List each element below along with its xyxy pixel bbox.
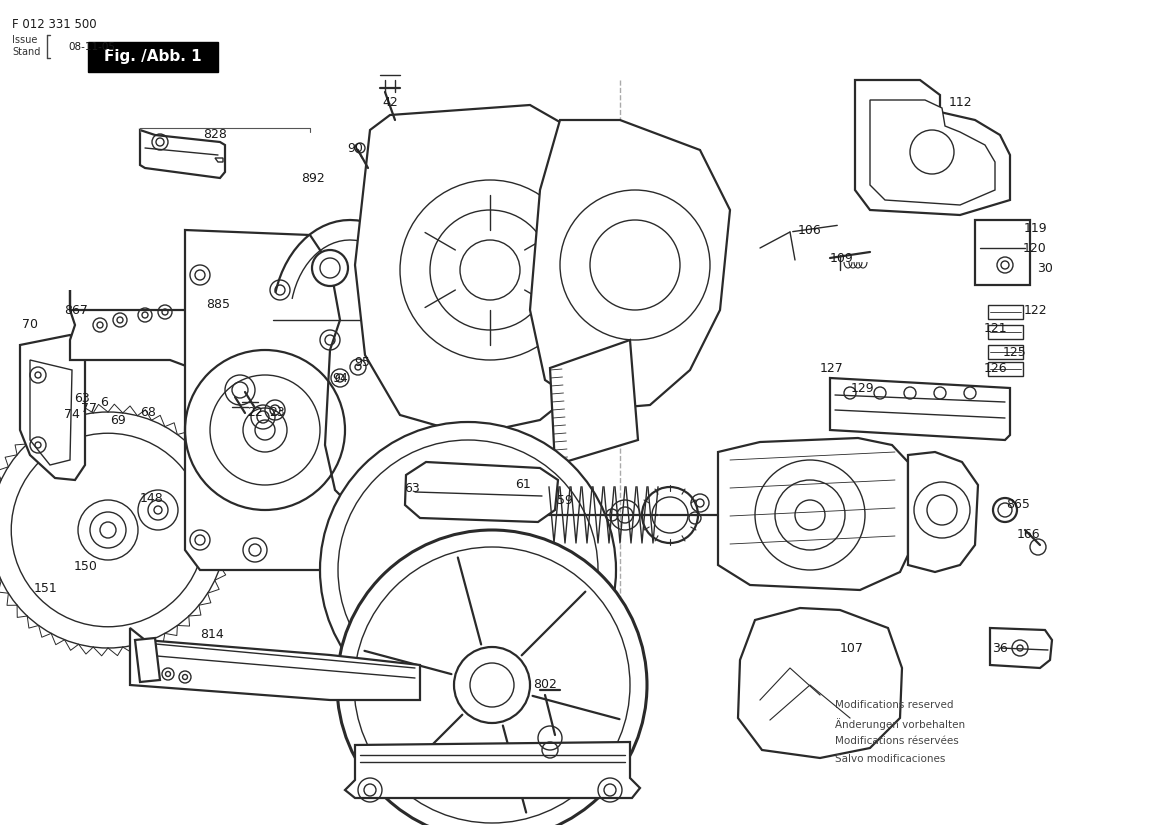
Circle shape bbox=[320, 422, 616, 718]
Text: 150: 150 bbox=[74, 560, 98, 573]
Polygon shape bbox=[70, 290, 265, 430]
Text: F 012 331 500: F 012 331 500 bbox=[12, 18, 97, 31]
Text: 69: 69 bbox=[110, 413, 126, 427]
Polygon shape bbox=[20, 335, 85, 480]
Text: 127: 127 bbox=[820, 361, 843, 375]
Polygon shape bbox=[988, 325, 1023, 339]
Text: 814: 814 bbox=[200, 629, 224, 642]
Polygon shape bbox=[830, 378, 1010, 440]
Polygon shape bbox=[405, 462, 558, 522]
Text: 119: 119 bbox=[1023, 221, 1047, 234]
Text: 122: 122 bbox=[1023, 304, 1047, 317]
Polygon shape bbox=[990, 628, 1052, 668]
Circle shape bbox=[312, 250, 348, 286]
Text: 151: 151 bbox=[34, 582, 58, 595]
Polygon shape bbox=[870, 100, 995, 205]
Text: 802: 802 bbox=[533, 678, 557, 691]
Text: Issue: Issue bbox=[12, 35, 37, 45]
Text: 125: 125 bbox=[1003, 346, 1027, 359]
Text: Änderungen vorbehalten: Änderungen vorbehalten bbox=[835, 718, 965, 730]
Text: 63: 63 bbox=[404, 482, 419, 494]
Text: 08-11-05: 08-11-05 bbox=[68, 42, 114, 52]
Polygon shape bbox=[355, 105, 620, 435]
Text: 61: 61 bbox=[515, 478, 531, 491]
Polygon shape bbox=[550, 340, 638, 465]
Text: 885: 885 bbox=[206, 299, 230, 312]
Text: 59: 59 bbox=[557, 493, 573, 507]
Text: Salvo modificaciones: Salvo modificaciones bbox=[835, 754, 945, 764]
Text: 42: 42 bbox=[382, 96, 398, 109]
Text: 36: 36 bbox=[992, 642, 1008, 654]
Text: 63: 63 bbox=[74, 392, 90, 404]
Polygon shape bbox=[975, 220, 1030, 285]
Text: 74: 74 bbox=[64, 408, 79, 422]
Polygon shape bbox=[988, 305, 1023, 319]
Text: 129: 129 bbox=[850, 381, 874, 394]
Text: 30: 30 bbox=[1037, 262, 1052, 275]
Text: 867: 867 bbox=[64, 304, 88, 317]
Text: 828: 828 bbox=[203, 129, 227, 142]
Polygon shape bbox=[345, 742, 640, 798]
Text: 166: 166 bbox=[1016, 529, 1040, 541]
Text: 94: 94 bbox=[332, 371, 348, 384]
Text: 6: 6 bbox=[100, 395, 107, 408]
Polygon shape bbox=[530, 120, 730, 410]
Text: 68: 68 bbox=[140, 407, 157, 419]
Text: Fig. /Abb. 1: Fig. /Abb. 1 bbox=[104, 50, 202, 64]
Circle shape bbox=[338, 530, 647, 825]
Polygon shape bbox=[738, 608, 902, 758]
Text: 70: 70 bbox=[22, 318, 39, 332]
Polygon shape bbox=[30, 360, 72, 465]
Text: 95: 95 bbox=[354, 356, 370, 370]
Polygon shape bbox=[988, 345, 1023, 359]
Polygon shape bbox=[718, 438, 908, 590]
Text: 109: 109 bbox=[830, 252, 854, 265]
Text: 107: 107 bbox=[840, 642, 864, 654]
Text: 121: 121 bbox=[983, 322, 1007, 334]
Text: 112: 112 bbox=[948, 96, 972, 109]
Polygon shape bbox=[185, 230, 355, 570]
Text: 126: 126 bbox=[983, 361, 1007, 375]
Text: 22: 22 bbox=[248, 406, 263, 418]
Text: Stand: Stand bbox=[12, 47, 41, 57]
Text: Modifications reserved: Modifications reserved bbox=[835, 700, 953, 710]
Polygon shape bbox=[135, 638, 160, 682]
Polygon shape bbox=[215, 158, 223, 162]
Text: 120: 120 bbox=[1023, 242, 1047, 254]
Text: 90: 90 bbox=[347, 142, 363, 154]
Text: 892: 892 bbox=[301, 172, 325, 185]
Text: 865: 865 bbox=[1006, 498, 1030, 512]
Polygon shape bbox=[855, 80, 1010, 215]
Text: Modifications réservées: Modifications réservées bbox=[835, 736, 959, 746]
Polygon shape bbox=[140, 130, 225, 178]
Polygon shape bbox=[908, 452, 978, 572]
Text: 106: 106 bbox=[798, 224, 822, 237]
Polygon shape bbox=[988, 362, 1023, 376]
FancyBboxPatch shape bbox=[88, 42, 218, 72]
Text: 77: 77 bbox=[81, 402, 97, 414]
Text: 23: 23 bbox=[269, 406, 285, 418]
Polygon shape bbox=[130, 628, 420, 700]
Text: 148: 148 bbox=[140, 492, 164, 505]
